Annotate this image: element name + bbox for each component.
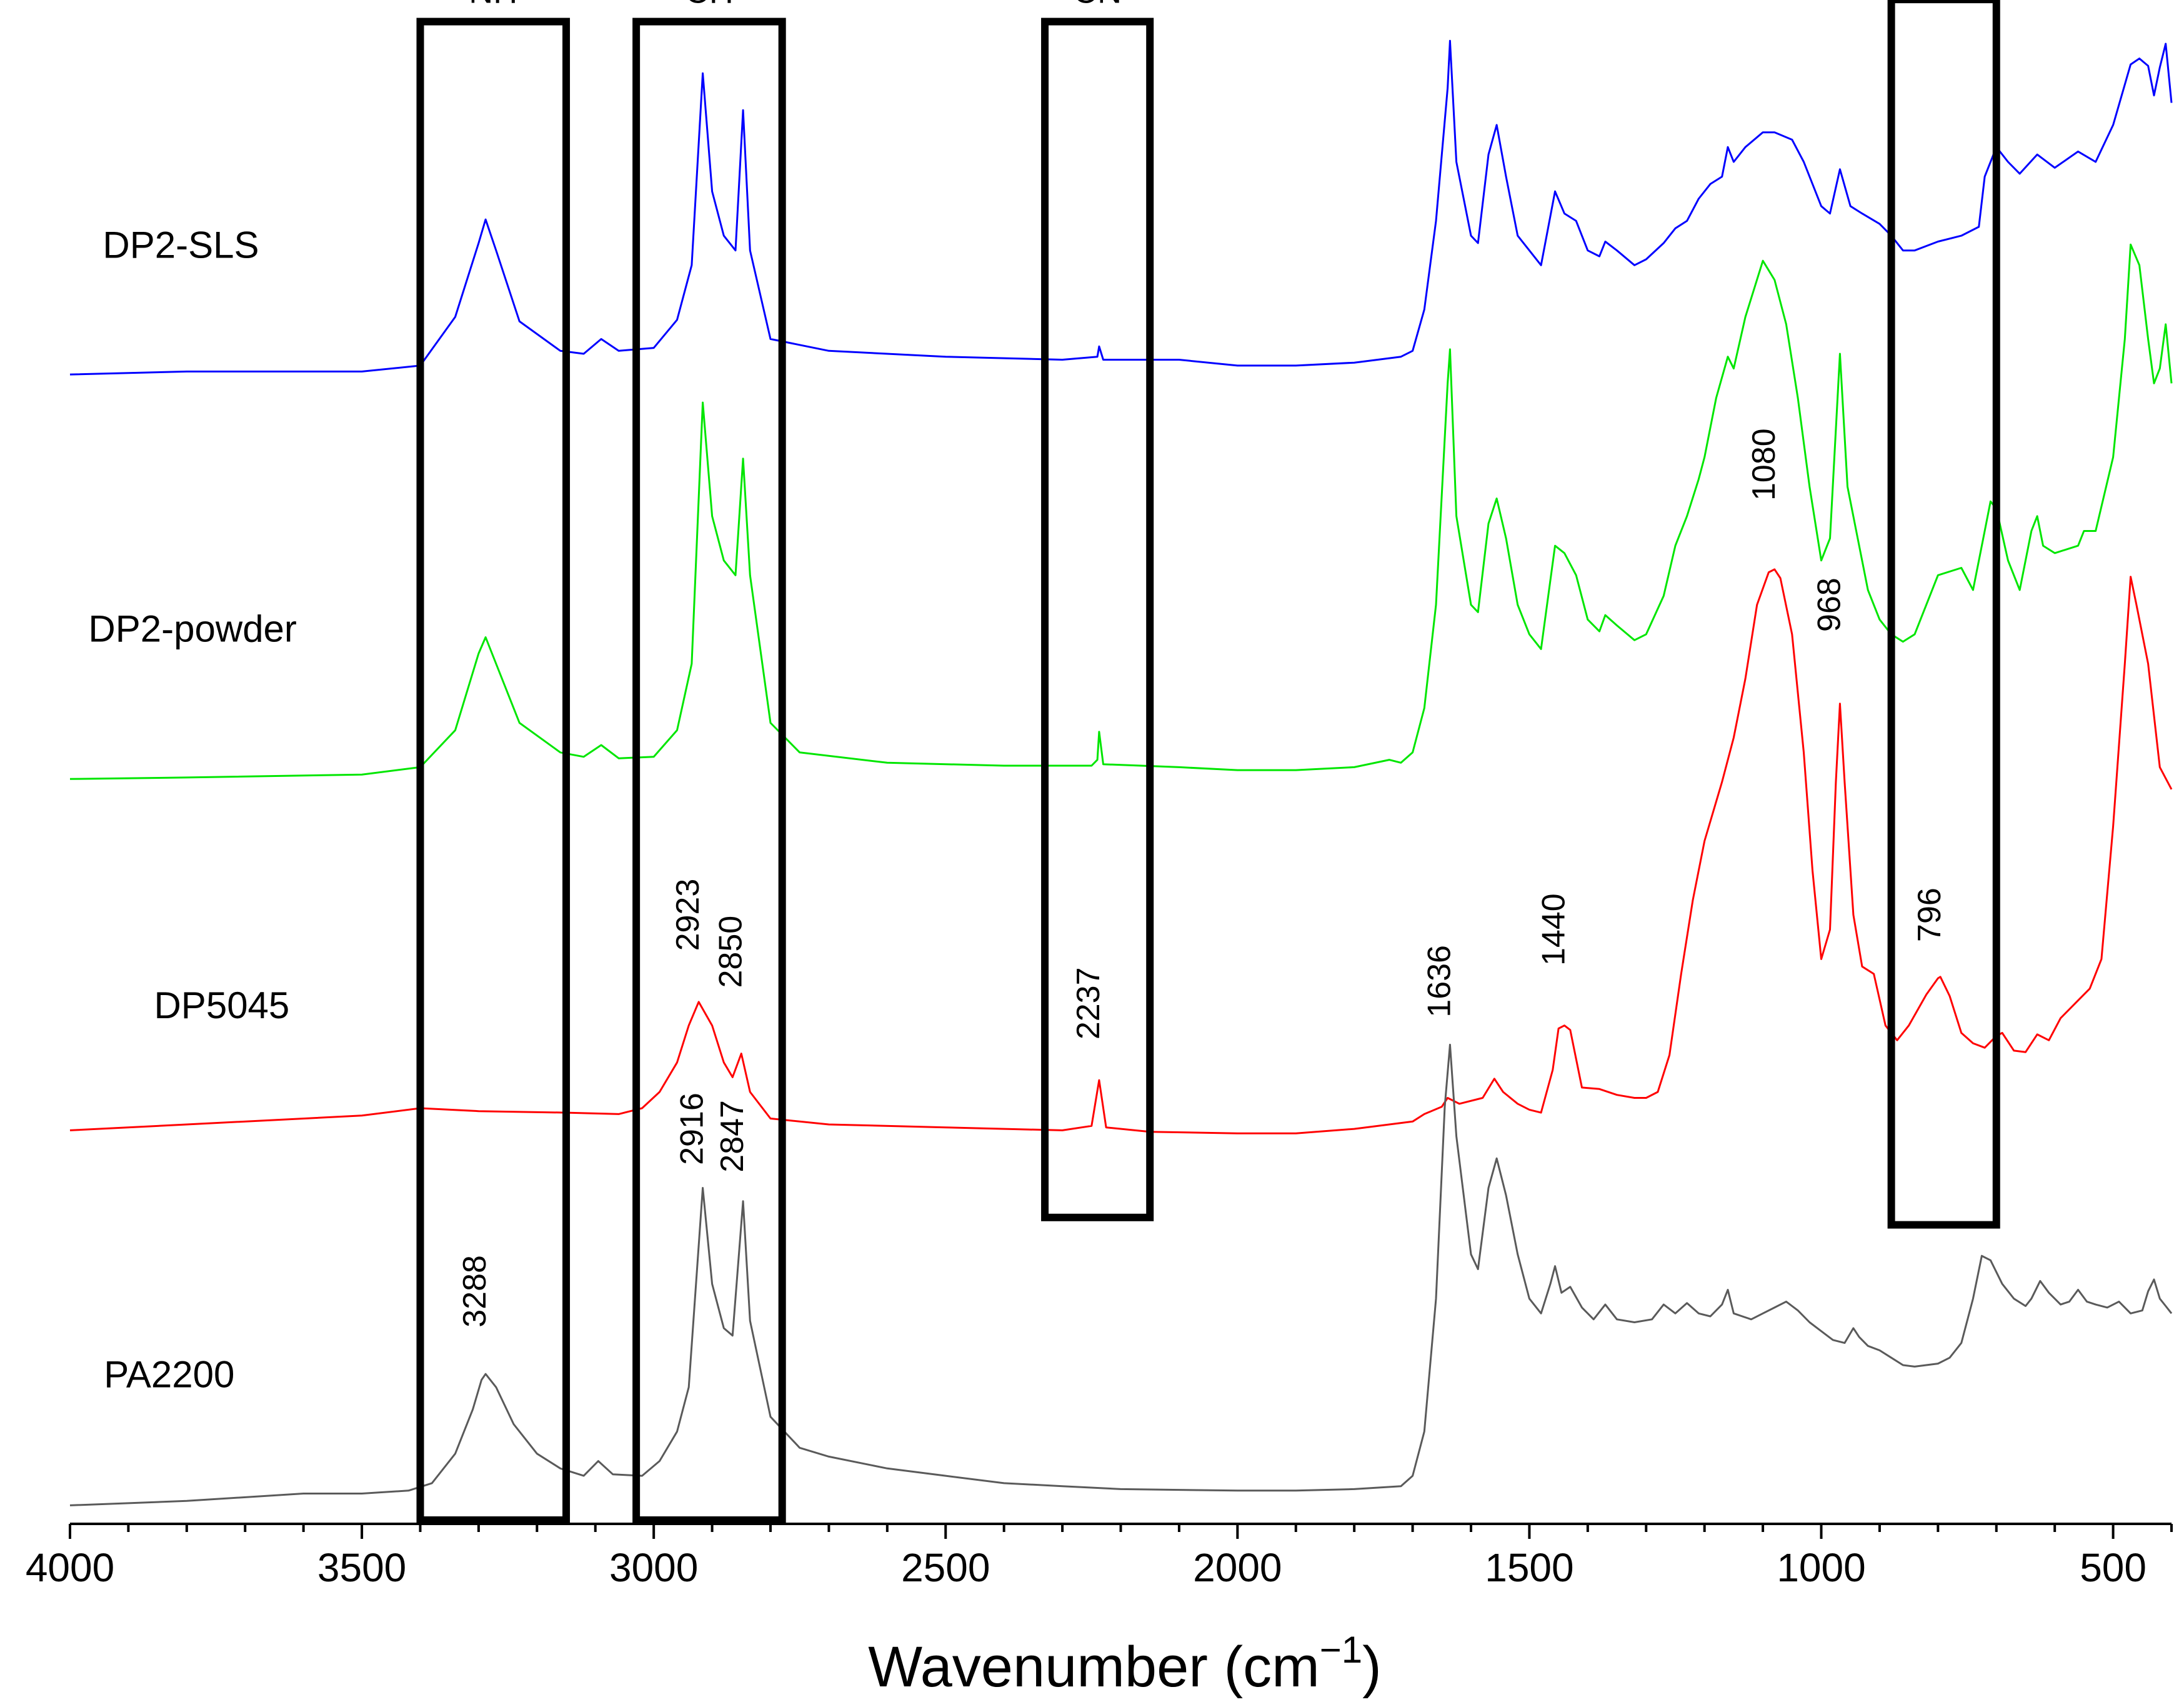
peak-label-2916: 2916 xyxy=(674,1093,711,1165)
annotation-box-cn xyxy=(1041,18,1154,1221)
x-tick-label-500: 500 xyxy=(2080,1545,2147,1590)
peak-label-3288: 3288 xyxy=(457,1255,493,1328)
peak-label-1080: 1080 xyxy=(1746,428,1782,501)
series-layer xyxy=(69,39,2173,1506)
peak-label-968: 968 xyxy=(1811,578,1847,632)
x-tick-label-4000: 4000 xyxy=(26,1545,114,1590)
x-tick-label-3000: 3000 xyxy=(609,1545,698,1590)
series-label-dp2-powder: DP2-powder xyxy=(88,608,297,650)
series-label-dp5045: DP5045 xyxy=(154,984,289,1026)
series-line-pa2200 xyxy=(69,1043,2173,1506)
x-tick-label-2000: 2000 xyxy=(1193,1545,1282,1590)
box-label-nh: NH xyxy=(469,0,517,11)
x-axis: 4000 3500 3000 2500 2000 1500 1000 500 xyxy=(26,1523,2173,1590)
x-axis-title: Wavenumber (cm−1) xyxy=(868,1629,1382,1699)
x-tick-label-3500: 3500 xyxy=(317,1545,406,1590)
label-layer: DP2-SLS DP2-powder DP5045 PA2200 NH CH CN 3288 2… xyxy=(88,0,1948,1395)
annotation-box-ch xyxy=(632,18,786,1524)
peak-label-1636: 1636 xyxy=(1421,945,1457,1018)
series-label-pa2200: PA2200 xyxy=(104,1353,234,1395)
peak-label-2847: 2847 xyxy=(714,1100,750,1173)
x-tick-label-1500: 1500 xyxy=(1485,1545,1573,1590)
series-label-dp2-sls: DP2-SLS xyxy=(102,224,259,266)
peak-label-1440: 1440 xyxy=(1535,893,1572,966)
annotation-box-region-3 xyxy=(1887,0,2000,1229)
box-label-cn: CN xyxy=(1073,0,1122,11)
x-tick-label-2500: 2500 xyxy=(901,1545,990,1590)
annotation-box-nh xyxy=(416,18,571,1524)
peak-label-796: 796 xyxy=(1912,888,1948,942)
box-label-ch: CH xyxy=(685,0,734,11)
peak-label-2237: 2237 xyxy=(1070,967,1107,1039)
annotation-box-layer xyxy=(416,0,2000,1524)
peak-label-2850: 2850 xyxy=(712,916,749,988)
series-line-dp2-sls xyxy=(69,39,2173,376)
series-line-dp2-powder xyxy=(69,243,2173,780)
x-tick-label-1000: 1000 xyxy=(1777,1545,1865,1590)
peak-label-2923: 2923 xyxy=(670,879,706,951)
